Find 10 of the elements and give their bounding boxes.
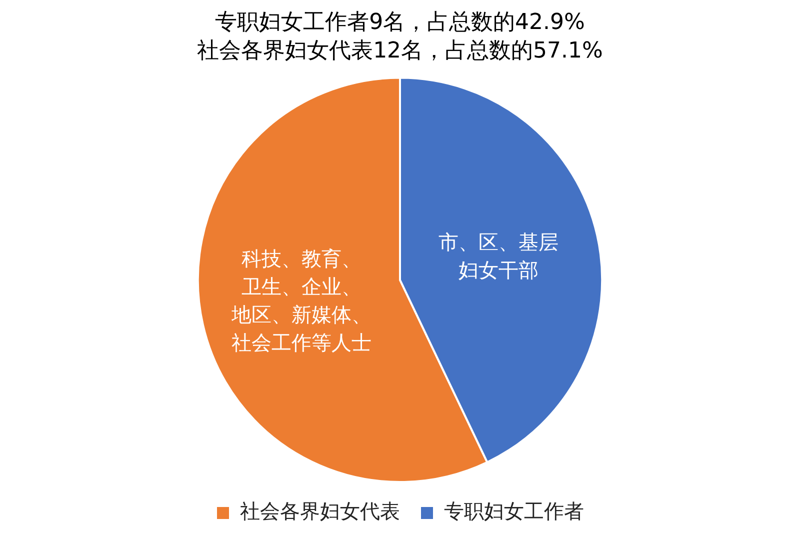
text: 市、区、基层 <box>438 230 559 254</box>
legend-label: 专职妇女工作者 <box>444 499 584 524</box>
text: 科技、教育、 <box>241 246 362 270</box>
chart-subtitle: 社会各界妇女代表12名，占总数的57.1% <box>197 38 603 64</box>
legend-label: 社会各界妇女代表 <box>240 499 400 524</box>
chart-title: 专职妇女工作者9名，占总数的42.9% <box>215 10 585 35</box>
text: 卫生、企业、 <box>241 274 362 298</box>
text: 妇女干部 <box>458 258 539 282</box>
text: 地区、新媒体、 <box>231 302 372 326</box>
text: 社会工作等人士 <box>231 330 372 354</box>
